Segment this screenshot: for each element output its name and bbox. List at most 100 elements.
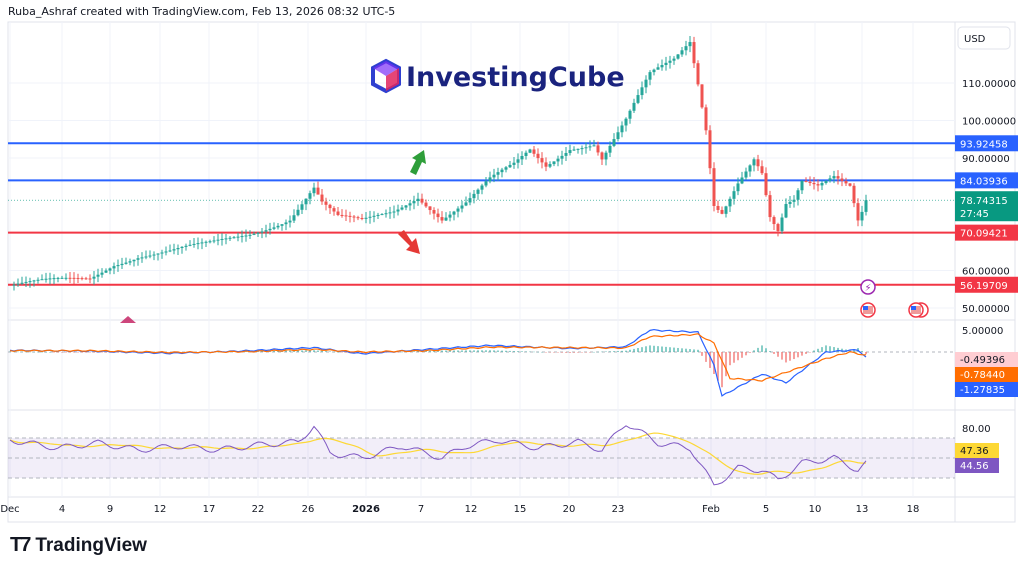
macd-histogram-bar bbox=[133, 352, 135, 353]
candle-body bbox=[824, 180, 828, 184]
macd-histogram-bar bbox=[333, 351, 335, 353]
candle-body bbox=[596, 145, 600, 153]
macd-histogram-bar bbox=[737, 352, 739, 361]
macd-histogram-bar bbox=[413, 351, 415, 352]
macd-histogram-bar bbox=[117, 352, 119, 353]
candle-body bbox=[128, 261, 132, 263]
macd-histogram-bar bbox=[725, 352, 727, 377]
candle-body bbox=[320, 194, 324, 202]
event-flag-icon[interactable] bbox=[120, 316, 136, 323]
macd-histogram-bar bbox=[577, 352, 579, 353]
candle-body bbox=[216, 239, 220, 241]
price-tick-label: 100.00000 bbox=[962, 117, 1016, 128]
macd-histogram-bar bbox=[37, 351, 39, 353]
macd-histogram-bar bbox=[93, 352, 95, 353]
macd-histogram-bar bbox=[821, 347, 823, 352]
candle-body bbox=[680, 50, 684, 55]
level-price-badge bbox=[955, 276, 1018, 293]
macd-histogram-bar bbox=[493, 350, 495, 352]
macd-histogram-bar bbox=[505, 350, 507, 352]
macd-histogram-bar bbox=[553, 352, 555, 353]
time-tick-label: 23 bbox=[612, 504, 625, 515]
macd-histogram-bar bbox=[565, 352, 567, 353]
candle-body bbox=[864, 200, 868, 212]
candle-body bbox=[652, 69, 656, 73]
candle-body bbox=[388, 212, 392, 214]
time-tick-label: 15 bbox=[514, 504, 527, 515]
watermark-text: InvestingCube bbox=[406, 62, 625, 93]
macd-histogram-bar bbox=[289, 350, 291, 352]
candle-body bbox=[232, 237, 236, 239]
arrow-down-icon bbox=[398, 230, 420, 254]
candle-body bbox=[852, 185, 856, 204]
candle-body bbox=[284, 222, 288, 225]
candle-body bbox=[272, 227, 276, 229]
candle-body bbox=[404, 205, 408, 208]
macd-histogram-bar bbox=[317, 350, 319, 352]
macd-histogram-bar bbox=[425, 350, 427, 352]
tradingview-logo-text: TradingView bbox=[35, 534, 147, 556]
macd-histogram-bar bbox=[457, 350, 459, 352]
level-price-label: 84.03936 bbox=[960, 176, 1008, 187]
candle-body bbox=[540, 158, 544, 163]
macd-histogram-bar bbox=[461, 350, 463, 352]
macd-histogram-bar bbox=[53, 352, 55, 353]
level-price-badge bbox=[955, 224, 1018, 241]
candle-body bbox=[56, 277, 60, 279]
rsi-band bbox=[8, 437, 955, 479]
candle-body bbox=[116, 265, 120, 267]
macd-histogram-bar bbox=[633, 348, 635, 352]
macd-histogram-bar bbox=[757, 347, 759, 352]
level-price-badge bbox=[955, 135, 1018, 152]
candle-body bbox=[368, 216, 372, 218]
candle-body bbox=[560, 155, 564, 159]
macd-histogram-bar bbox=[793, 352, 795, 360]
candle-body bbox=[840, 178, 844, 181]
candle-body bbox=[544, 162, 548, 167]
macd-histogram-bar bbox=[861, 351, 863, 352]
candle-body bbox=[372, 215, 376, 217]
candle-body bbox=[700, 84, 704, 108]
candle-body bbox=[48, 278, 52, 280]
candle-body bbox=[336, 211, 340, 215]
macd-histogram-bar bbox=[481, 350, 483, 352]
macd-histogram-bar bbox=[625, 350, 627, 352]
candle-body bbox=[656, 67, 660, 70]
candle-body bbox=[616, 132, 620, 140]
macd-histogram-bar bbox=[341, 352, 343, 353]
candle-body bbox=[424, 202, 428, 207]
macd-histogram-bar bbox=[801, 352, 803, 356]
macd-histogram-bar bbox=[489, 350, 491, 352]
horizontal-levels[interactable]: 93.92458 84.03936 70.09421 56.19709 78.74315… bbox=[8, 135, 1018, 293]
macd-histogram-bar bbox=[629, 349, 631, 352]
rsi-badge bbox=[955, 458, 999, 473]
macd-histogram-bar bbox=[449, 350, 451, 352]
macd-histogram-bar bbox=[781, 352, 783, 360]
macd-histogram-bar bbox=[29, 351, 31, 353]
lightning-event-icon[interactable]: ⚡ bbox=[860, 279, 876, 295]
macd-histogram-bar bbox=[273, 350, 275, 352]
candle-body bbox=[648, 72, 652, 80]
currency-button[interactable] bbox=[957, 26, 1011, 50]
candle-body bbox=[160, 252, 164, 254]
us-economic-event-icon[interactable] bbox=[908, 302, 929, 318]
candle-body bbox=[760, 166, 764, 174]
us-economic-event-icon[interactable] bbox=[860, 302, 876, 318]
candle-body bbox=[712, 168, 716, 206]
candle-body bbox=[512, 162, 516, 165]
macd-histogram-bar bbox=[601, 351, 603, 353]
macd-histogram-bar bbox=[669, 347, 671, 352]
bar-countdown-label: 27:45 bbox=[960, 209, 989, 220]
macd-histogram-bar bbox=[541, 351, 543, 353]
time-tick-label: 17 bbox=[203, 504, 216, 515]
candle-body bbox=[420, 198, 424, 203]
macd-histogram-bar bbox=[417, 351, 419, 352]
candle-body bbox=[460, 205, 464, 209]
candle-body bbox=[464, 202, 468, 206]
candle-body bbox=[744, 171, 748, 178]
candle-body bbox=[832, 176, 836, 179]
tradingview-logo[interactable]: T7 TradingView bbox=[10, 534, 147, 557]
macd-histogram-bar bbox=[813, 350, 815, 352]
candle-body bbox=[100, 272, 104, 275]
